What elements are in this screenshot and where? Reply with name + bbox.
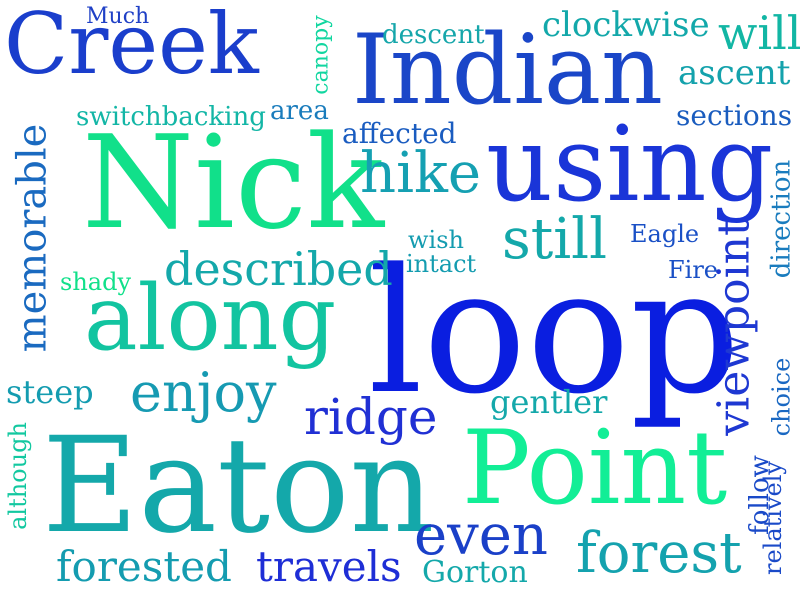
word-forest: forest [576,521,742,586]
word-gentler: gentler [490,383,608,421]
word-travels: travels [256,542,402,591]
word-clockwise: clockwise [542,5,710,45]
word-still: still [502,207,607,272]
word-wish: wish [408,226,464,254]
word-point: Point [462,409,728,528]
word-choice: choice [767,357,796,437]
word-hike: hike [360,141,482,206]
word-fire: Fire [668,256,719,284]
word-memorable: memorable [9,123,56,353]
word-although: although [3,422,32,530]
word-using: using [486,103,774,225]
word-direction: direction [766,159,797,279]
word-switchbacking: switchbacking [76,102,266,132]
word-steep: steep [6,373,94,411]
word-nick: Nick [82,109,385,258]
word-enjoy: enjoy [130,361,277,424]
word-creek: Creek [4,0,259,93]
word-area: area [270,96,329,126]
word-gorton: Gorton [422,555,528,590]
word-eaton: Eaton [42,409,435,563]
word-sections: sections [676,99,793,132]
word-affected: affected [342,117,457,150]
word-much: Much [86,4,150,29]
word-forested: forested [56,542,232,591]
word-will: will [718,6,800,60]
word-relatively: relatively [758,461,787,575]
word-described: described [164,242,393,296]
word-eagle: Eagle [630,220,700,248]
word-canopy: canopy [308,15,334,95]
word-even: even [414,503,548,568]
word-ridge: ridge [304,388,438,446]
word-descent: descent [382,20,485,50]
word-intact: intact [406,250,477,278]
word-along: along [84,266,337,371]
word-viewpoint: viewpoint [708,218,760,436]
word-loop: loop [368,231,741,432]
word-indian: Indian [352,14,663,126]
word-shady: shady [60,268,132,296]
word-ascent: ascent [678,53,791,93]
